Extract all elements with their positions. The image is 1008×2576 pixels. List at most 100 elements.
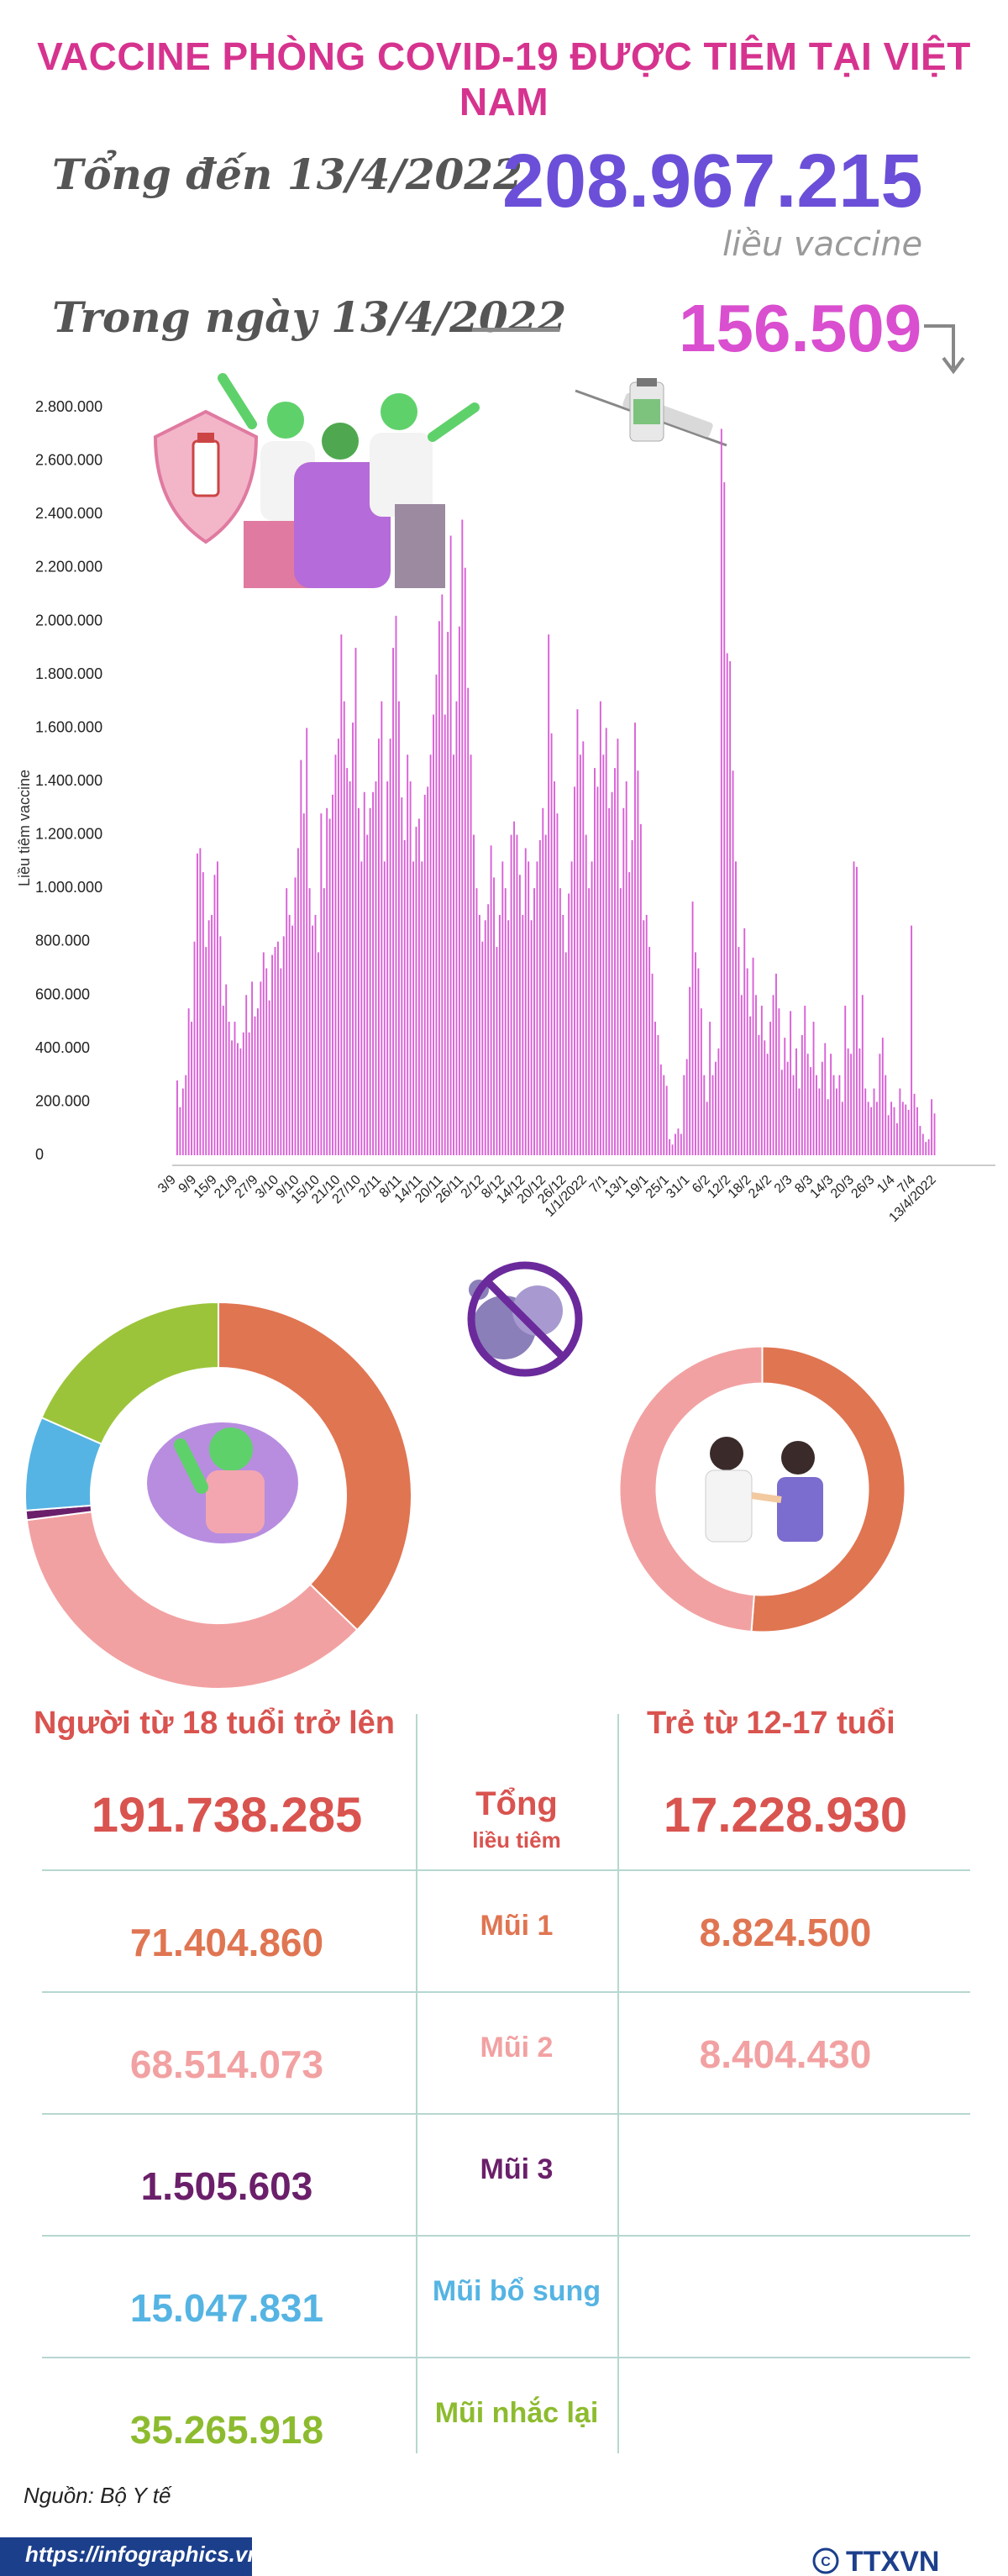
- chart-bar: [720, 428, 722, 1155]
- chart-bar: [685, 1059, 688, 1155]
- chart-bar: [544, 834, 547, 1155]
- chart-bar: [294, 877, 297, 1155]
- chart-bar: [637, 770, 639, 1155]
- chart-bar: [738, 947, 740, 1155]
- chart-bar: [568, 893, 570, 1155]
- chart-bar: [717, 1048, 720, 1155]
- adults-value: 35.265.918: [129, 2408, 324, 2452]
- chart-bar: [222, 1006, 224, 1155]
- chart-bar: [766, 1054, 769, 1155]
- chart-bar: [239, 1048, 242, 1155]
- chart-bar: [510, 834, 512, 1155]
- chart-bar: [181, 1088, 184, 1155]
- table-divider-left: [416, 1714, 417, 2453]
- chart-bar: [921, 1133, 924, 1155]
- y-tick-label: 1.000.000: [35, 879, 102, 896]
- chart-bar: [306, 728, 308, 1155]
- chart-bar: [885, 1075, 887, 1155]
- chart-bar: [916, 1107, 918, 1155]
- daily-doses-chart: 0 200.000 400.000 600.000 800.000 1.000.000 1.…: [35, 398, 995, 1225]
- kids-value: 8.404.430: [699, 2032, 872, 2076]
- chart-bar: [574, 786, 575, 1155]
- chart-bar: [778, 1008, 780, 1155]
- chart-bar: [334, 754, 337, 1155]
- vaccinated-person-illustration: [147, 1422, 298, 1543]
- chart-bar: [740, 995, 743, 1155]
- chart-bar: [645, 914, 648, 1155]
- chart-bar: [429, 754, 432, 1155]
- chart-bar: [933, 1113, 936, 1155]
- footer-url[interactable]: https://infographics.vn: [25, 2542, 261, 2567]
- y-tick-label: 2.800.000: [35, 398, 102, 415]
- chart-bar: [234, 1022, 236, 1155]
- chart-bar: [582, 741, 585, 1155]
- chart-bar: [487, 904, 490, 1155]
- y-tick-label: 800.000: [35, 933, 90, 949]
- y-tick-label: 2.400.000: [35, 505, 102, 522]
- chart-bar: [332, 794, 333, 1155]
- chart-bar: [360, 861, 363, 1155]
- chart-bar: [504, 888, 507, 1155]
- chart-bar: [554, 781, 555, 1155]
- chart-bar: [297, 848, 299, 1155]
- chart-bar: [622, 807, 625, 1155]
- chart-bar: [501, 861, 504, 1155]
- chart-bar: [821, 1061, 823, 1155]
- chart-bar: [533, 888, 535, 1155]
- chart-bar: [617, 739, 619, 1155]
- chart-bar: [280, 968, 282, 1155]
- chart-bar: [481, 941, 484, 1155]
- chart-bar: [282, 936, 285, 1155]
- y-tick-label: 600.000: [35, 986, 90, 1002]
- table-head-kids: Trẻ từ 12-17 tuổi: [647, 1706, 895, 1741]
- chart-bar: [769, 1022, 772, 1155]
- row-sublabel: liều tiêm: [472, 1827, 561, 1853]
- chart-bar: [265, 968, 268, 1155]
- chart-bar: [493, 877, 495, 1155]
- chart-bar: [711, 1075, 714, 1155]
- chart-bar: [654, 1022, 656, 1155]
- chart-bar: [467, 687, 470, 1155]
- chart-bar: [228, 1022, 230, 1155]
- chart-bar: [657, 1034, 659, 1155]
- chart-bar: [792, 1075, 795, 1155]
- chart-bar: [453, 754, 454, 1155]
- chart-bar: [879, 1054, 881, 1155]
- chart-bar: [663, 1075, 665, 1155]
- chart-bar: [723, 482, 726, 1155]
- chart-bar: [689, 986, 691, 1155]
- chart-bar: [403, 839, 406, 1155]
- chart-bar: [732, 770, 734, 1155]
- chart-bar: [366, 834, 369, 1155]
- kids-value: 17.228.930: [663, 1788, 908, 1843]
- chart-bar: [830, 1054, 832, 1155]
- chart-bar: [619, 888, 622, 1155]
- table-row-divider: [42, 2113, 970, 2115]
- chart-bar: [435, 674, 438, 1155]
- x-tick-label: 24/2: [746, 1173, 774, 1201]
- svg-text:C: C: [821, 2555, 831, 2569]
- chart-bar: [262, 952, 265, 1155]
- chart-bar: [639, 823, 642, 1155]
- y-tick-label: 2.000.000: [35, 612, 102, 628]
- chart-bar: [538, 839, 541, 1155]
- chart-bar: [899, 1088, 901, 1155]
- chart-bar: [516, 834, 518, 1155]
- chart-bar: [375, 781, 377, 1155]
- adults-value: 191.738.285: [91, 1788, 363, 1843]
- table-row-divider: [42, 2357, 970, 2358]
- chart-bar: [790, 1011, 792, 1155]
- chart-bar: [251, 981, 254, 1155]
- chart-bar: [856, 866, 858, 1155]
- chart-bar: [749, 1016, 752, 1155]
- chart-bar: [669, 1138, 671, 1155]
- chart-bar: [806, 1054, 809, 1155]
- chart-bar: [245, 995, 248, 1155]
- chart-bar: [576, 709, 579, 1155]
- chart-bar: [677, 1128, 680, 1155]
- chart-bar: [752, 957, 754, 1155]
- chart-bar: [550, 733, 553, 1155]
- chart-bar: [427, 786, 429, 1155]
- donut-slice: [40, 1301, 219, 1446]
- chart-bar: [599, 701, 601, 1155]
